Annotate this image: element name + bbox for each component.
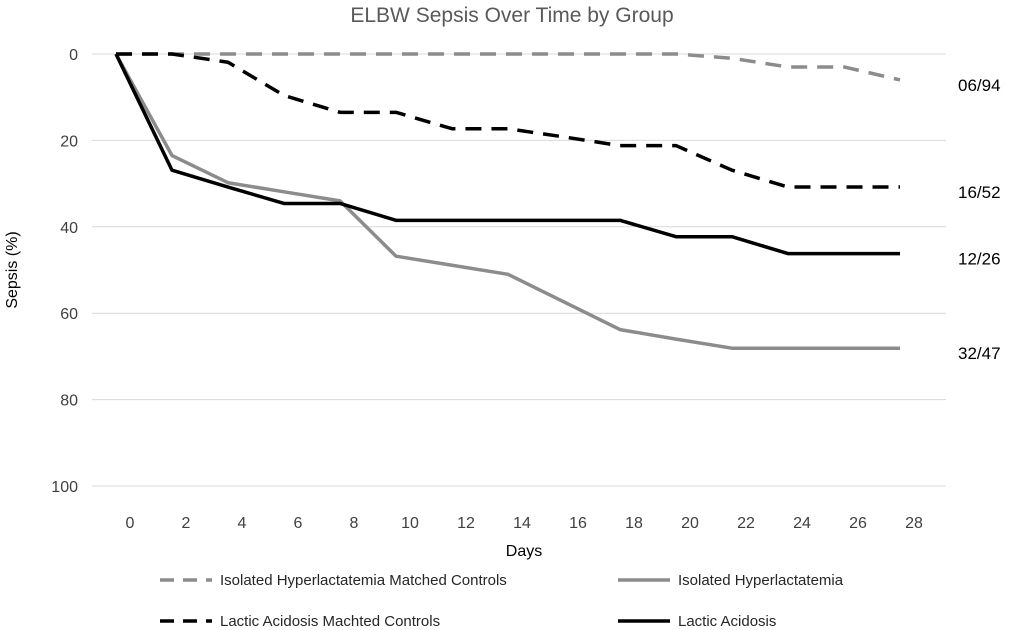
y-tick-label: 100 (51, 479, 78, 496)
x-tick-label: 16 (569, 515, 587, 532)
chart-title: ELBW Sepsis Over Time by Group (350, 4, 673, 27)
x-tick-label: 14 (513, 515, 531, 532)
legend-label: Lactic Acidosis Machted Controls (220, 613, 440, 630)
series-end-label: 16/52 (958, 183, 1001, 202)
x-tick-label: 26 (849, 515, 867, 532)
y-axis-label: Sepsis (%) (4, 231, 21, 308)
x-tick-label: 18 (625, 515, 643, 532)
series-end-labels: 06/94 32/47 16/52 12/26 (958, 76, 1001, 363)
legend-label: Isolated Hyperlactatemia Matched Control… (220, 572, 507, 589)
y-tick-label: 0 (69, 47, 78, 64)
x-tick-label: 20 (681, 515, 699, 532)
x-tick-label: 2 (182, 515, 191, 532)
series-end-label: 06/94 (958, 76, 1001, 95)
x-tick-label: 22 (737, 515, 755, 532)
legend-label: Lactic Acidosis (678, 613, 776, 630)
x-tick-label: 24 (793, 515, 811, 532)
y-tick-label: 80 (60, 393, 78, 410)
x-axis-ticks: 0 2 4 6 8 10 12 14 16 18 20 22 24 26 28 (126, 515, 923, 532)
legend: Isolated Hyperlactatemia Matched Control… (160, 572, 844, 630)
x-tick-label: 4 (238, 515, 247, 532)
gridlines (92, 53, 946, 487)
x-tick-label: 8 (350, 515, 359, 532)
x-axis-label: Days (506, 543, 542, 560)
series-end-label: 12/26 (958, 250, 1001, 269)
x-tick-label: 6 (294, 515, 303, 532)
y-tick-label: 20 (60, 133, 78, 150)
y-tick-label: 40 (60, 220, 78, 237)
series-line-4 (114, 53, 900, 256)
series-line-3 (116, 52, 900, 189)
series-lines (114, 52, 901, 350)
y-axis-ticks: 0 20 40 60 80 100 (51, 47, 78, 496)
series-line-1 (116, 52, 901, 82)
legend-label: Isolated Hyperlactatemia (678, 572, 844, 589)
series-line-2 (114, 53, 900, 350)
x-tick-label: 28 (905, 515, 923, 532)
x-tick-label: 10 (401, 515, 419, 532)
y-tick-label: 60 (60, 306, 78, 323)
series-end-label: 32/47 (958, 344, 1001, 363)
x-tick-label: 12 (457, 515, 475, 532)
x-tick-label: 0 (126, 515, 135, 532)
